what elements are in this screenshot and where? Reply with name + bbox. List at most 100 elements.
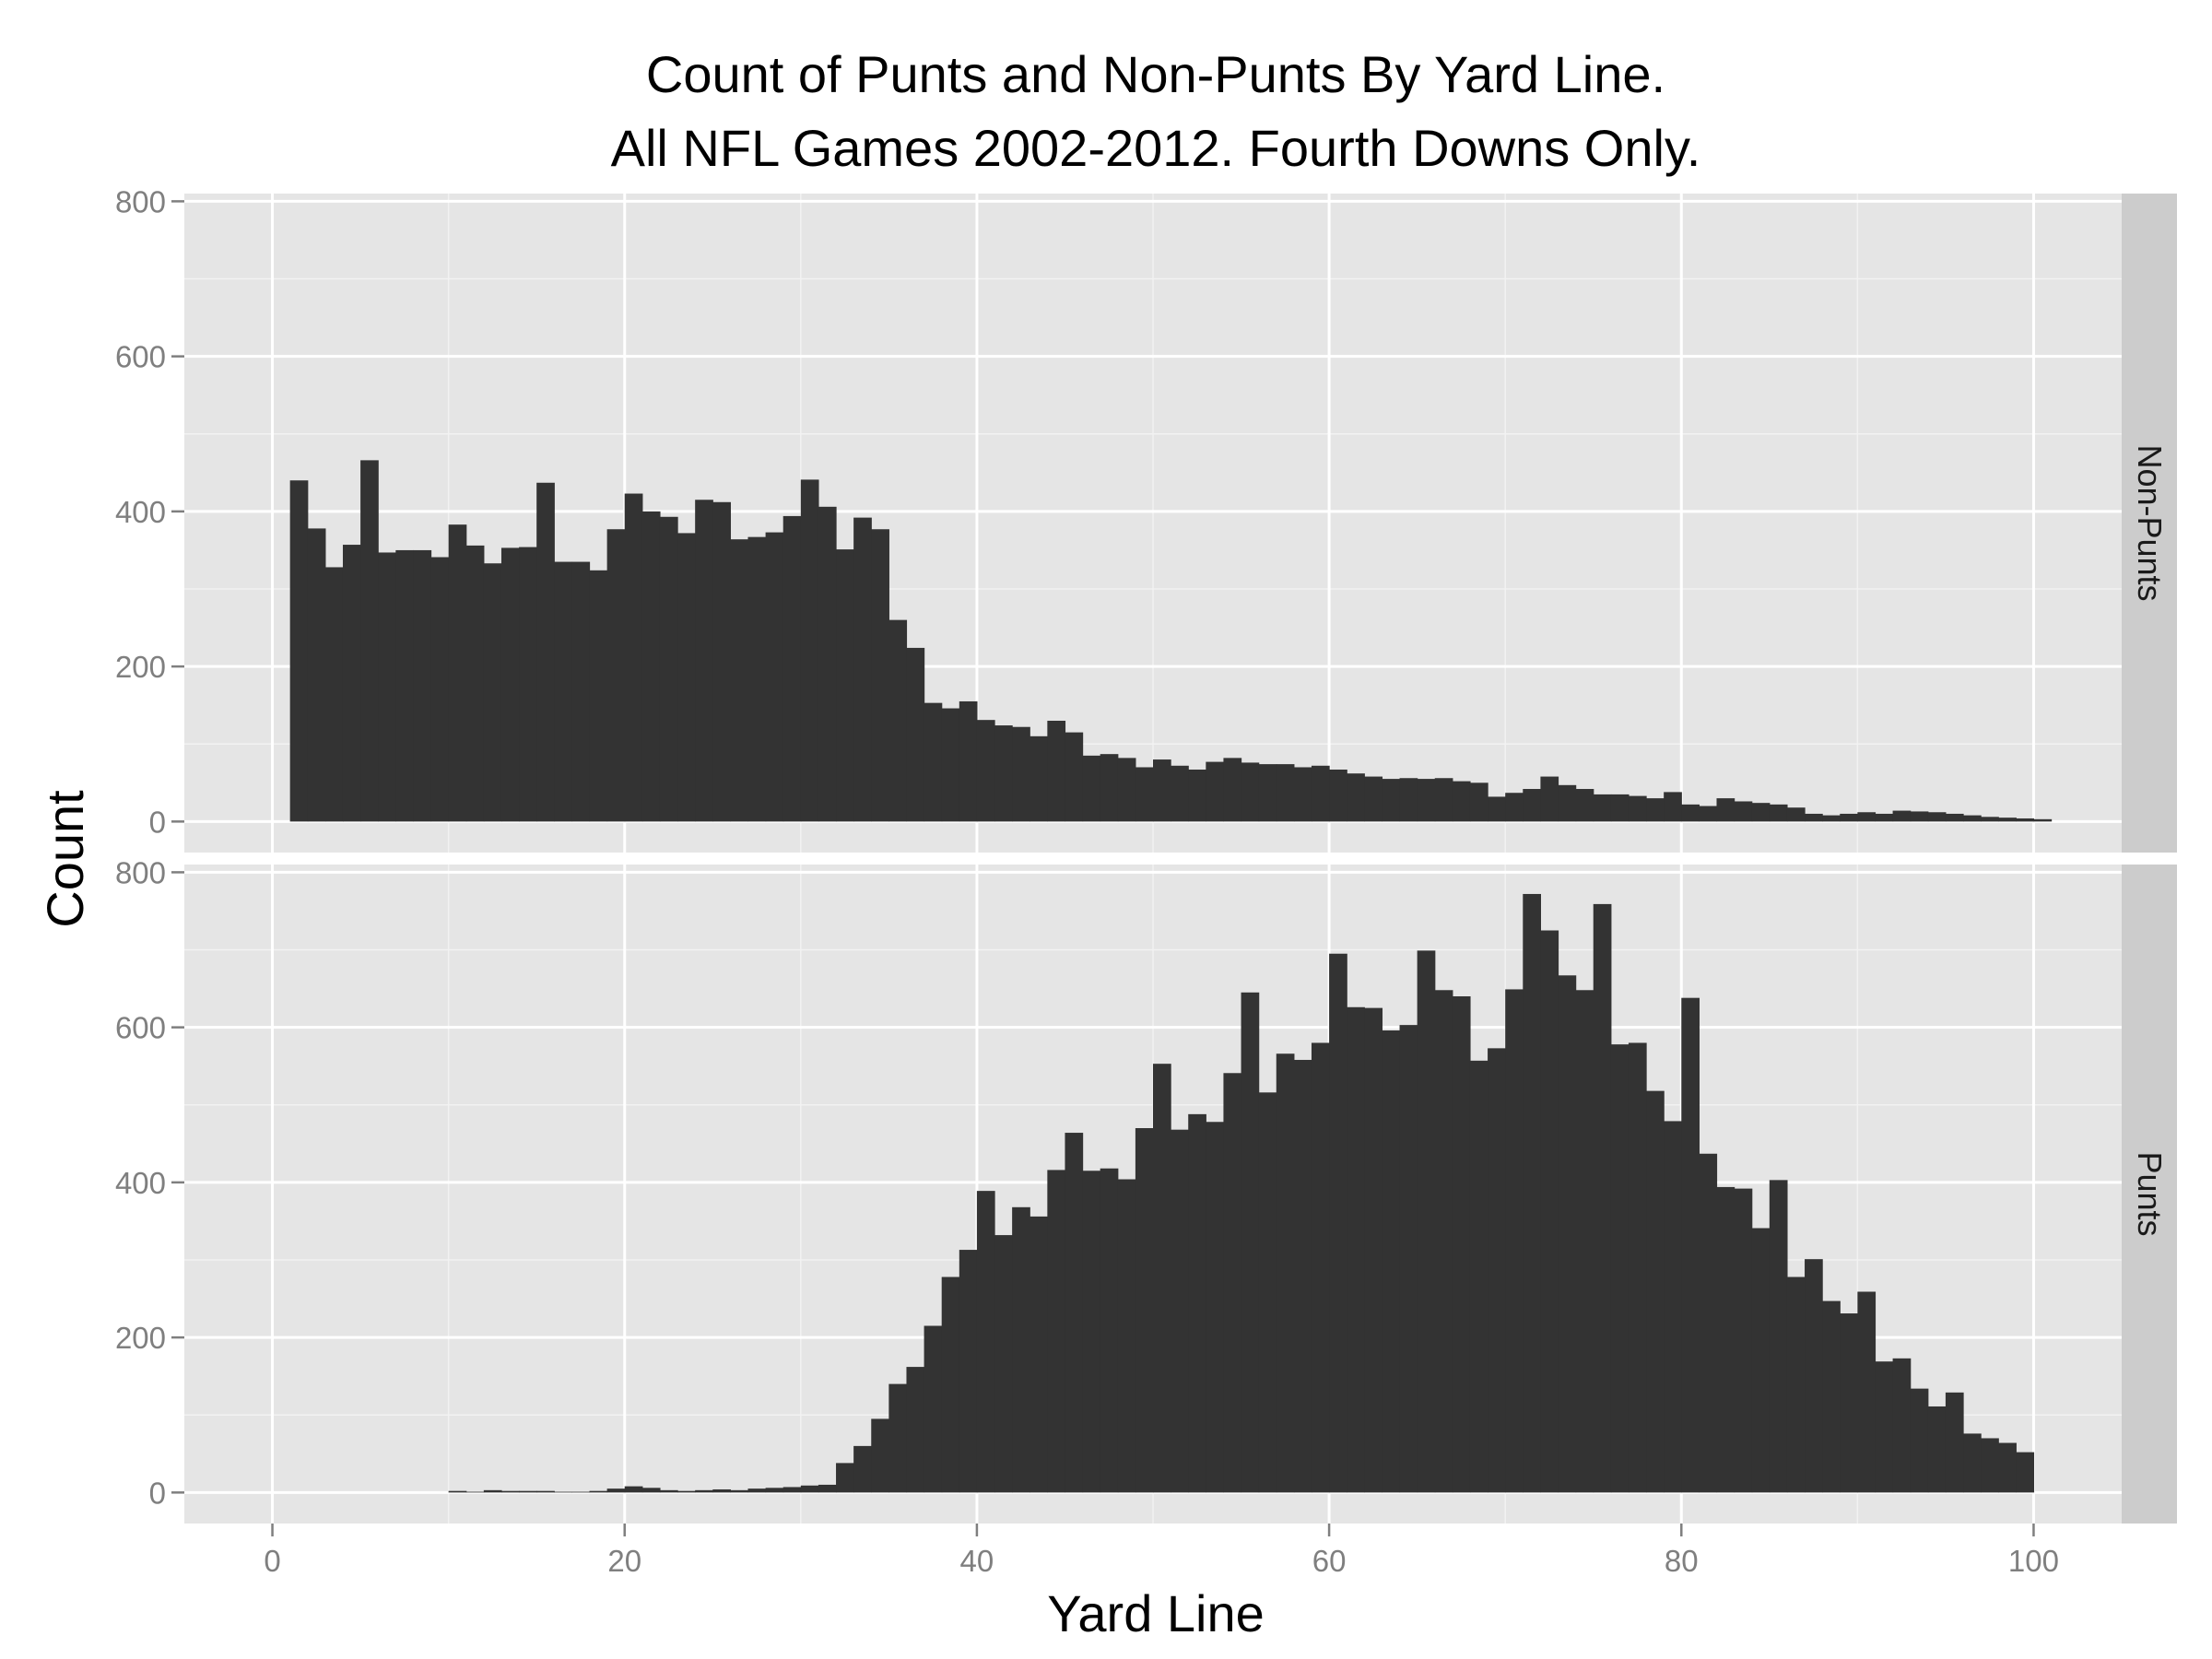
histogram-bar: [1892, 1358, 1912, 1493]
histogram-bar: [1012, 1206, 1030, 1493]
histogram-bar: [1382, 1030, 1401, 1493]
histogram-bar: [1664, 792, 1682, 822]
histogram-bar: [712, 1488, 731, 1493]
y-tick-label: 800: [115, 855, 166, 889]
histogram-bar: [500, 1490, 520, 1493]
histogram-bar: [1329, 769, 1347, 822]
histogram-bar: [1047, 721, 1066, 822]
histogram-bar: [1822, 815, 1841, 822]
histogram-bar: [1452, 781, 1471, 822]
y-tick-label: 200: [115, 650, 166, 684]
histogram-bar: [1364, 776, 1383, 822]
histogram-bar: [1575, 789, 1594, 822]
histogram-bar: [1558, 784, 1577, 822]
histogram-bar: [1540, 776, 1559, 822]
histogram-bar: [1981, 817, 1999, 822]
histogram-bar: [1628, 795, 1647, 822]
histogram-bar: [1135, 767, 1154, 822]
histogram-bar: [465, 545, 485, 822]
histogram-bar: [641, 511, 661, 822]
histogram-bar: [800, 1485, 819, 1493]
facet-panel-1: 0 200 400 600 800 Punts: [115, 855, 2177, 1524]
chart-title-line-2: All NFL Games 2002-2012. Fourth Downs On…: [611, 119, 1701, 177]
histogram-bar: [1910, 811, 1929, 822]
x-tick-label: 20: [607, 1544, 641, 1578]
histogram-bar: [1293, 767, 1312, 822]
histogram-bar: [1347, 773, 1365, 822]
histogram-bar: [1399, 778, 1418, 822]
histogram-bar: [1716, 798, 1735, 822]
histogram-bar: [606, 529, 626, 822]
histogram-bar: [307, 528, 326, 822]
histogram-bar: [571, 561, 591, 822]
histogram-bar: [1293, 1059, 1312, 1493]
histogram-bar: [959, 1250, 978, 1493]
histogram-bar: [1646, 1090, 1665, 1493]
histogram-bar: [1769, 804, 1788, 822]
histogram-bar: [1998, 1442, 2017, 1493]
histogram-bar: [536, 1490, 555, 1493]
histogram-bar: [589, 1490, 608, 1493]
histogram-bar: [1857, 812, 1877, 822]
histogram-bar: [765, 532, 784, 822]
facet-strip-label: Non-Punts: [2131, 444, 2169, 601]
facet-panel-0: 0 200 400 600 800 Non-Punts: [115, 184, 2177, 853]
histogram-bar: [1505, 793, 1524, 822]
histogram-bar: [1469, 1060, 1488, 1493]
x-tick-label: 100: [2008, 1544, 2059, 1578]
histogram-bar: [324, 567, 344, 822]
histogram-bar: [1840, 813, 1858, 822]
histogram-bar: [483, 563, 502, 822]
histogram-bar: [1805, 1259, 1823, 1493]
histogram-bars: [289, 460, 2053, 822]
histogram-bar: [1188, 1113, 1206, 1493]
histogram-bar: [1276, 764, 1295, 822]
histogram-bar: [289, 480, 309, 822]
histogram-bar: [342, 545, 361, 822]
histogram-bar: [677, 533, 696, 822]
histogram-bar: [1998, 818, 2017, 822]
histogram-bar: [871, 529, 889, 822]
histogram-bar: [1840, 1313, 1858, 1493]
x-tick-label: 40: [960, 1544, 994, 1578]
histogram-bar: [1664, 1121, 1682, 1493]
histogram-bar: [1786, 1277, 1806, 1493]
histogram-bar: [1699, 806, 1718, 822]
histogram-bar: [1822, 1300, 1841, 1493]
histogram-bar: [448, 524, 467, 822]
histogram-bar: [1382, 779, 1401, 822]
histogram-bar: [1082, 1171, 1101, 1493]
histogram-bar: [1805, 813, 1823, 822]
histogram-bar: [924, 702, 943, 822]
histogram-bar: [1223, 758, 1242, 822]
histogram-bar: [1540, 930, 1559, 1493]
histogram-bar: [1434, 990, 1453, 1493]
x-tick-label: 60: [1312, 1544, 1347, 1578]
histogram-bar: [554, 1491, 572, 1493]
histogram-bar: [2016, 1452, 2035, 1493]
histogram-bar: [641, 1488, 661, 1493]
y-tick-label: 400: [115, 495, 166, 529]
histogram-bar: [1030, 1216, 1048, 1493]
histogram-bar: [1417, 779, 1436, 822]
histogram-bar: [1981, 1438, 1999, 1493]
histogram-bar: [519, 547, 537, 822]
histogram-bar: [519, 1490, 537, 1493]
histogram-bar: [853, 1445, 872, 1493]
histogram-bar: [1434, 778, 1453, 822]
histogram-bar: [430, 557, 450, 822]
histogram-bar: [1223, 1073, 1242, 1493]
histogram-bar: [1171, 765, 1189, 822]
histogram-bar: [1505, 989, 1524, 1493]
histogram-bar: [1012, 726, 1030, 822]
histogram-bar: [1716, 1186, 1735, 1493]
histogram-bar: [924, 1325, 943, 1493]
histogram-bar: [1575, 990, 1594, 1493]
histogram-bar: [994, 725, 1013, 822]
histogram-bar: [1065, 732, 1084, 822]
histogram-bar: [1258, 764, 1277, 822]
histogram-bar: [1065, 1133, 1084, 1493]
histogram-bar: [1452, 996, 1471, 1493]
histogram-bar: [747, 1488, 767, 1493]
histogram-bar: [659, 516, 678, 822]
